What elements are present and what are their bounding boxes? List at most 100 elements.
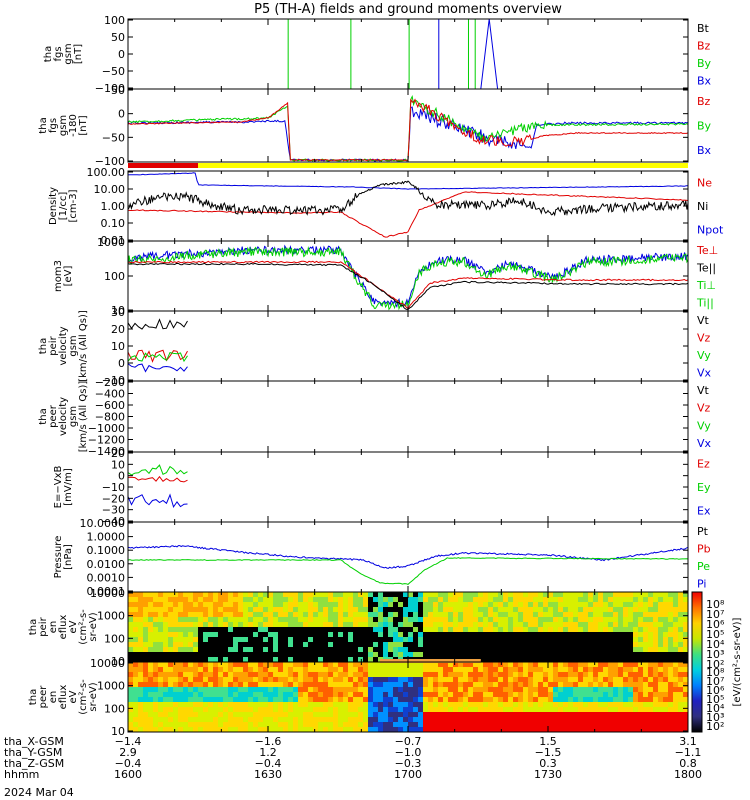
- heat-cell: [653, 592, 659, 598]
- heat-cell: [413, 702, 419, 708]
- x-row-name: tha_Y-GSM: [4, 746, 62, 759]
- heat-cell: [548, 707, 554, 713]
- heat-cell: [528, 662, 534, 668]
- heat-cell: [373, 662, 379, 668]
- heat-cell: [478, 607, 484, 613]
- heat-cell: [533, 597, 539, 603]
- heat-cell: [368, 722, 374, 728]
- heat-cell: [398, 697, 404, 703]
- heat-cell: [313, 652, 319, 658]
- heat-cell: [238, 617, 244, 623]
- heat-cell: [198, 602, 204, 608]
- heat-cell: [488, 642, 494, 648]
- heat-cell: [348, 717, 354, 723]
- heat-cell: [283, 602, 289, 608]
- heat-cell: [483, 612, 489, 618]
- heat-cell: [188, 697, 194, 703]
- heat-cell: [513, 667, 519, 673]
- heat-cell: [463, 662, 469, 668]
- heat-cell: [218, 712, 224, 718]
- heat-cell: [483, 652, 489, 658]
- heat-cell: [358, 662, 364, 668]
- heat-cell: [578, 642, 584, 648]
- y-axis-label: en: [48, 621, 59, 634]
- heat-cell: [468, 607, 474, 613]
- heat-cell: [638, 702, 644, 708]
- heat-cell: [368, 677, 374, 683]
- heat-cell: [148, 702, 154, 708]
- heat-cell: [138, 607, 144, 613]
- heat-cell: [198, 722, 204, 728]
- heat-cell: [273, 647, 279, 653]
- colorbar-tick-label: 10³: [706, 648, 724, 661]
- heat-cell: [618, 642, 624, 648]
- heat-cell: [573, 617, 579, 623]
- heat-cell: [138, 612, 144, 618]
- heat-cell: [658, 632, 664, 638]
- heat-cell: [323, 632, 329, 638]
- heat-cell: [548, 627, 554, 633]
- heat-cell: [393, 662, 399, 668]
- heat-cell: [363, 607, 369, 613]
- legend-entry: Pb: [697, 542, 711, 555]
- heat-cell: [423, 612, 429, 618]
- heat-cell: [363, 642, 369, 648]
- heat-cell: [183, 602, 189, 608]
- heat-cell: [663, 657, 669, 662]
- heat-cell: [663, 707, 669, 713]
- heat-cell: [363, 667, 369, 673]
- heat-cell: [623, 597, 629, 603]
- heat-cell: [178, 722, 184, 728]
- heat-cell: [678, 642, 684, 648]
- heat-cell: [668, 672, 674, 678]
- heat-cell: [443, 602, 449, 608]
- heat-cell: [213, 592, 219, 598]
- heat-cell: [218, 662, 224, 668]
- heat-cell: [248, 717, 254, 723]
- heat-cell: [498, 667, 504, 673]
- heat-cell: [188, 652, 194, 658]
- heat-cell: [528, 622, 534, 628]
- heat-cell: [178, 702, 184, 708]
- heat-cell: [258, 652, 264, 658]
- heat-cell: [338, 662, 344, 668]
- heat-cell: [588, 682, 594, 688]
- heat-cell: [478, 652, 484, 658]
- heat-cell: [453, 667, 459, 673]
- heat-cell: [668, 652, 674, 658]
- heat-cell: [433, 717, 439, 723]
- heat-cell: [273, 597, 279, 603]
- y-axis-label: Density: [48, 187, 59, 225]
- heat-cell: [238, 637, 244, 643]
- heat-cell: [343, 592, 349, 598]
- panel-frame: [127, 310, 689, 382]
- heat-cell: [683, 642, 688, 648]
- heat-cell: [408, 727, 414, 732]
- heat-cell: [138, 602, 144, 608]
- y-axis-label: fgs: [48, 118, 59, 133]
- heat-cell: [558, 672, 564, 678]
- heat-cell: [283, 682, 289, 688]
- heat-cell: [603, 697, 609, 703]
- heat-cell: [433, 592, 439, 598]
- heat-cell: [563, 647, 569, 653]
- heat-cell: [543, 717, 549, 723]
- heat-cell: [188, 717, 194, 723]
- heat-cell: [188, 722, 194, 728]
- heat-cell: [348, 627, 354, 633]
- heat-cell: [188, 622, 194, 628]
- heat-cell: [503, 692, 509, 698]
- colorbar-tick-label: 10⁸: [706, 666, 725, 679]
- heat-cell: [543, 632, 549, 638]
- heat-cell: [348, 707, 354, 713]
- heat-cell: [628, 672, 634, 678]
- heat-cell: [263, 627, 269, 633]
- heat-cell: [668, 707, 674, 713]
- heat-cell: [258, 612, 264, 618]
- heat-cell: [588, 707, 594, 713]
- heat-cell: [558, 622, 564, 628]
- heat-cell: [288, 677, 294, 683]
- heat-cell: [348, 722, 354, 728]
- heat-cell: [548, 677, 554, 683]
- heat-cell: [508, 602, 514, 608]
